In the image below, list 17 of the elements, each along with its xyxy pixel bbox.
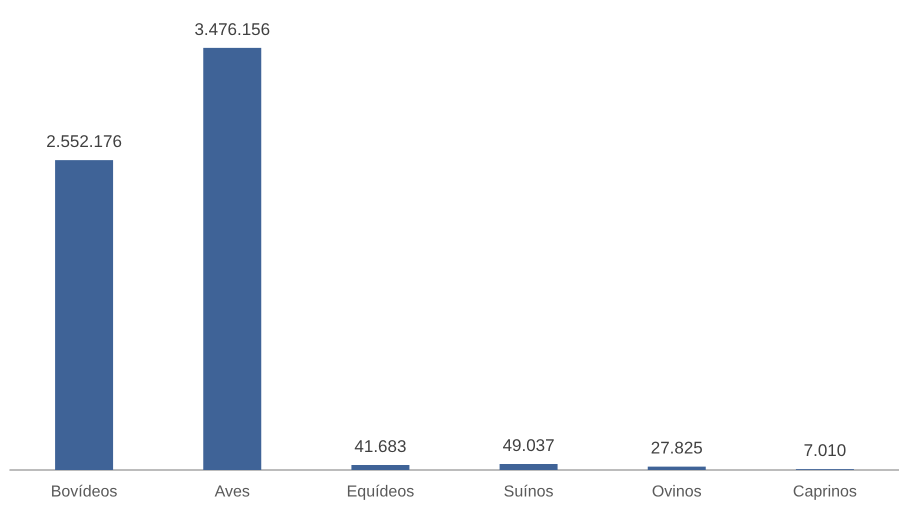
- bar: [203, 48, 262, 470]
- data-label: 2.552.176: [46, 132, 122, 152]
- bar: [500, 464, 558, 470]
- x-tick-label: Bovídeos: [50, 484, 118, 500]
- x-tick-label: Suínos: [504, 484, 554, 500]
- data-label: 7.010: [804, 441, 846, 460]
- data-label: 41.683: [354, 436, 406, 456]
- data-label: 3.476.156: [194, 20, 270, 39]
- x-tick-label: Ovinos: [652, 484, 702, 500]
- x-tick-label: Equídeos: [346, 484, 414, 500]
- bar: [648, 466, 706, 470]
- data-label: 27.825: [650, 438, 703, 458]
- x-tick-label: Caprinos: [792, 484, 857, 500]
- bar: [351, 464, 410, 470]
- x-tick-label: Aves: [214, 484, 250, 500]
- bar: [55, 160, 114, 470]
- data-label: 49.037: [502, 436, 555, 456]
